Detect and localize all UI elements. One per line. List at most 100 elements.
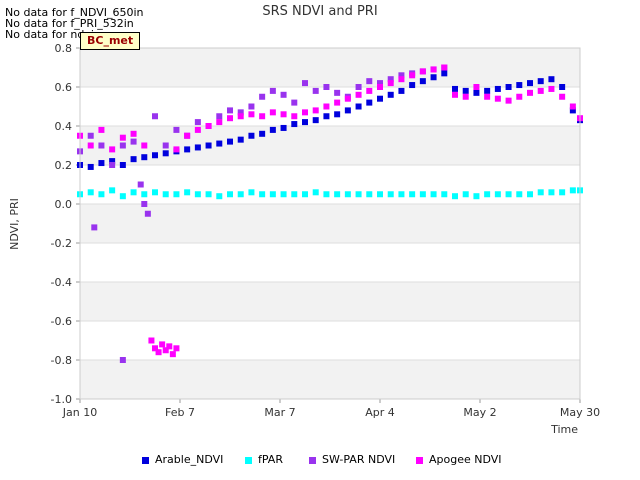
legend-label-sw-par-ndvi: SW-PAR NDVI bbox=[322, 453, 396, 466]
data-point bbox=[119, 193, 126, 200]
data-point bbox=[87, 163, 94, 170]
data-point bbox=[248, 132, 255, 139]
data-point bbox=[152, 345, 158, 352]
x-tick-label: Mar 7 bbox=[264, 406, 295, 419]
y-tick-label: 0.6 bbox=[55, 81, 73, 94]
data-point bbox=[430, 66, 437, 73]
data-point bbox=[248, 111, 255, 118]
data-point bbox=[366, 191, 373, 198]
x-tick-label: Feb 7 bbox=[165, 406, 195, 419]
data-point bbox=[91, 224, 98, 231]
data-point bbox=[516, 82, 523, 89]
data-point bbox=[302, 80, 308, 87]
data-point bbox=[366, 99, 373, 106]
data-point bbox=[194, 119, 201, 126]
data-point bbox=[87, 189, 94, 196]
legend-label-fpar: fPAR bbox=[258, 453, 283, 466]
plot-band bbox=[80, 360, 580, 399]
data-point bbox=[119, 134, 126, 141]
data-point bbox=[291, 113, 298, 120]
data-point bbox=[355, 103, 362, 110]
data-point bbox=[227, 115, 233, 122]
data-point bbox=[344, 191, 351, 198]
data-point bbox=[109, 162, 116, 168]
legend-swatch-fpar bbox=[245, 456, 252, 464]
data-point bbox=[280, 124, 287, 131]
series-fpar bbox=[77, 187, 583, 200]
data-point bbox=[141, 201, 148, 207]
data-point bbox=[87, 142, 94, 149]
data-point bbox=[269, 109, 276, 116]
legend-item-fpar: fPAR bbox=[245, 452, 283, 468]
data-point bbox=[259, 130, 266, 137]
data-point bbox=[162, 142, 169, 149]
data-point bbox=[355, 91, 362, 98]
data-point bbox=[109, 187, 116, 194]
data-point bbox=[144, 210, 151, 217]
data-point bbox=[302, 119, 308, 126]
data-point bbox=[227, 191, 233, 198]
data-point bbox=[516, 191, 523, 198]
data-point bbox=[387, 191, 394, 198]
data-point bbox=[312, 87, 319, 94]
data-point bbox=[377, 191, 383, 198]
data-point bbox=[516, 93, 523, 100]
data-point bbox=[119, 142, 126, 149]
data-point bbox=[419, 191, 426, 198]
data-point bbox=[173, 345, 180, 352]
data-point bbox=[173, 146, 180, 153]
y-tick-label: 0.4 bbox=[55, 120, 73, 133]
data-point bbox=[162, 150, 169, 157]
data-point bbox=[537, 189, 544, 196]
data-point bbox=[184, 146, 191, 153]
data-point bbox=[537, 78, 544, 85]
x-axis-ticks: Jan 10 Feb 7 Mar 7 Apr 4 May 2 May 30 bbox=[62, 399, 600, 419]
data-point bbox=[216, 113, 223, 120]
data-point bbox=[302, 109, 308, 116]
data-point bbox=[559, 84, 566, 90]
data-point bbox=[162, 191, 169, 198]
data-point bbox=[173, 191, 180, 198]
x-tick-label: May 30 bbox=[560, 406, 600, 419]
data-point bbox=[559, 189, 566, 196]
data-point bbox=[494, 191, 501, 198]
x-tick-label: May 2 bbox=[463, 406, 496, 419]
data-point bbox=[98, 191, 105, 198]
legend-item-sw-par-ndvi: SW-PAR NDVI bbox=[309, 452, 395, 468]
data-point bbox=[462, 87, 469, 94]
data-point bbox=[484, 93, 491, 100]
data-point bbox=[169, 351, 176, 358]
data-point bbox=[119, 357, 126, 363]
data-point bbox=[155, 349, 162, 356]
data-point bbox=[119, 162, 126, 168]
data-point bbox=[141, 191, 148, 198]
data-point bbox=[398, 72, 405, 79]
data-point bbox=[98, 142, 105, 149]
chart-legend: Arable_NDVI fPAR SW-PAR NDVI Apogee NDVI bbox=[0, 452, 640, 470]
data-point bbox=[505, 84, 512, 90]
data-point bbox=[334, 89, 341, 96]
data-point bbox=[409, 191, 416, 198]
y-tick-label: 0.8 bbox=[55, 42, 73, 55]
data-point bbox=[159, 341, 166, 348]
data-point bbox=[141, 154, 148, 161]
plot-frame bbox=[79, 47, 581, 400]
y-tick-label: -0.4 bbox=[51, 276, 72, 289]
y-tick-label: 0.2 bbox=[55, 159, 73, 172]
data-point bbox=[387, 76, 394, 83]
legend-swatch-apogee-ndvi bbox=[416, 456, 423, 464]
data-point bbox=[259, 113, 266, 120]
data-point bbox=[302, 191, 308, 198]
data-point bbox=[166, 343, 173, 350]
data-point bbox=[559, 93, 566, 100]
data-point bbox=[344, 95, 351, 102]
data-point bbox=[323, 191, 330, 198]
data-point bbox=[441, 191, 448, 198]
data-point bbox=[452, 85, 458, 92]
data-point bbox=[194, 126, 201, 133]
data-point bbox=[194, 144, 201, 151]
data-point bbox=[494, 95, 501, 102]
data-point bbox=[248, 103, 255, 110]
data-point bbox=[419, 68, 426, 75]
